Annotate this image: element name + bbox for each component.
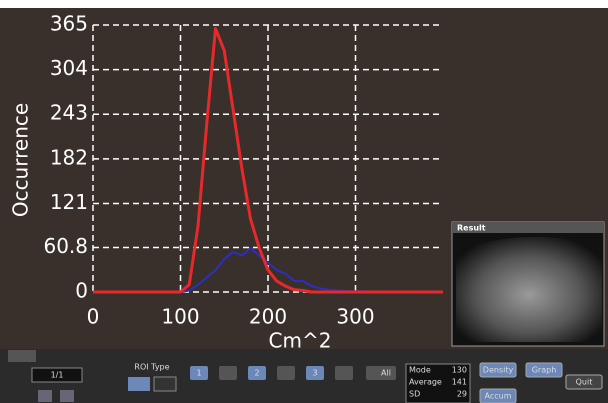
roi-label: ROI Type [134,363,169,372]
roi-button[interactable] [306,366,324,380]
roi-button-label: 1 [196,369,201,378]
y-tick-label: 60.8 [43,234,88,258]
y-tick-label: 0 [75,279,88,303]
roi-button[interactable] [190,366,208,380]
result-panel: Result [451,221,605,347]
x-tick-label: 300 [336,305,374,329]
stats-box [405,363,471,403]
action-button-label: Graph [532,366,557,375]
action-button[interactable] [565,374,603,390]
menu-button[interactable] [8,350,36,362]
action-button-label: Accum [485,392,512,401]
action-button-label: Density [483,366,514,375]
roi-button-label: 2 [254,369,259,378]
roi-triangle[interactable] [128,377,150,391]
delete-button[interactable] [335,366,353,380]
series-line [93,27,443,294]
x-tick-label: 0 [87,305,100,329]
roi-circle[interactable] [153,376,177,392]
delete-button[interactable] [219,366,237,380]
action-button[interactable] [479,388,517,403]
all-button-label: All [381,369,391,378]
stat-value: 141 [452,378,467,387]
action-button[interactable] [479,362,517,378]
x-tick-label: 100 [161,305,199,329]
next-button[interactable] [60,390,74,402]
roi-button-label: 3 [312,369,317,378]
all-button[interactable] [366,366,396,380]
stat-label: SD [409,390,420,399]
action-button[interactable] [525,362,563,378]
stat-value: 130 [452,366,467,375]
roi-button[interactable] [248,366,266,380]
toolbar: 1/1 ROI Type [0,349,608,403]
y-tick-label: 182 [50,145,88,169]
y-axis-label: Occurrence [9,103,33,217]
stat-value: 29 [457,390,467,399]
page-counter: 1/1 [51,371,64,380]
panel-title: Result [457,224,486,233]
x-axis-label: Cm^2 [269,329,332,353]
x-tick-label: 200 [249,305,287,329]
delete-button[interactable] [277,366,295,380]
prev-button[interactable] [38,390,52,402]
y-tick-label: 365 [50,12,88,36]
y-tick-label: 243 [50,101,88,125]
action-button-label: Quit [576,378,593,387]
top-strip [0,0,608,8]
y-tick-label: 121 [50,190,88,214]
stat-label: Average [409,378,442,387]
stat-label: Mode [409,366,431,375]
y-tick-label: 304 [50,56,88,80]
